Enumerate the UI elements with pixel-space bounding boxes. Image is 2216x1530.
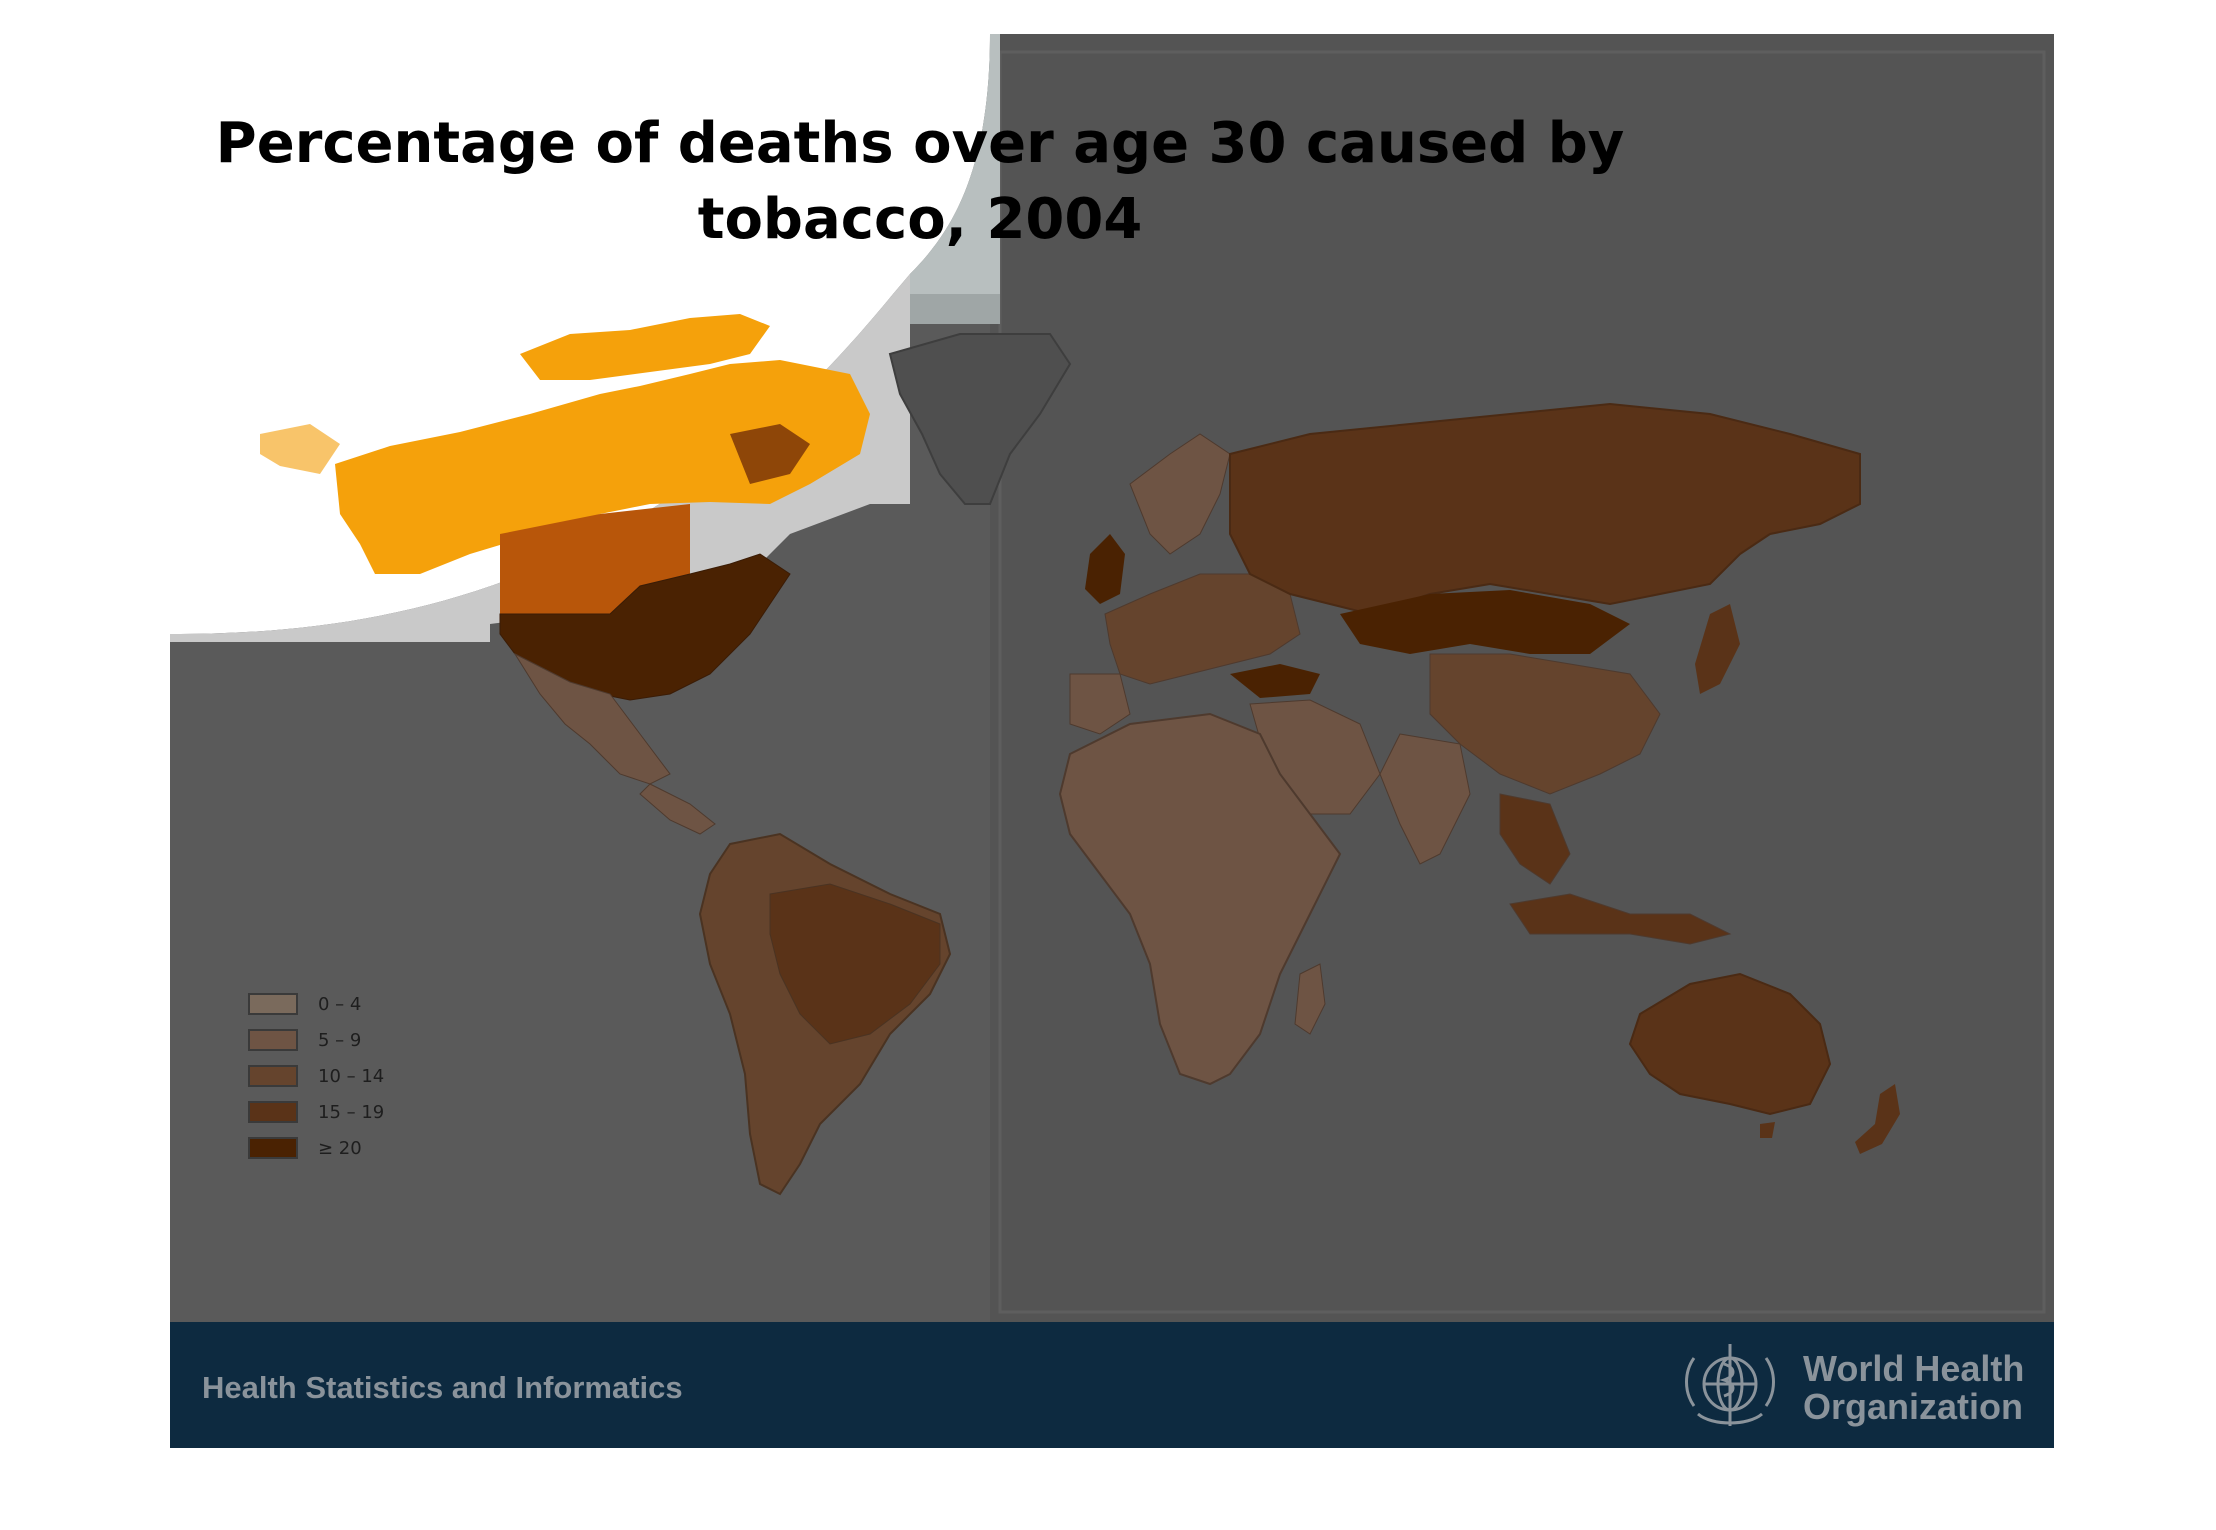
- india: [1379, 733, 1471, 865]
- legend-item-4: ≥ 20: [248, 1130, 384, 1166]
- china: [1429, 653, 1661, 795]
- africa: [1058, 712, 1342, 1086]
- page-curl-edge: [170, 274, 910, 642]
- uk-ireland: [1085, 534, 1125, 604]
- iberia: [1069, 673, 1131, 735]
- legend-item-2: 10 – 14: [248, 1058, 384, 1094]
- legend-swatch: [248, 993, 298, 1015]
- hudson-east: [730, 424, 810, 484]
- scandinavia: [1129, 433, 1231, 555]
- legend-swatch: [248, 1137, 298, 1159]
- who-emblem-icon: [1685, 1344, 1775, 1426]
- footer-text: Health Statistics and Informatics: [202, 1370, 683, 1405]
- world-map: [170, 34, 2054, 1322]
- legend-label: 15 – 19: [318, 1101, 385, 1123]
- tasmania: [1760, 1122, 1775, 1138]
- legend-swatch: [248, 1065, 298, 1087]
- legend-item-1: 5 – 9: [248, 1022, 384, 1058]
- slide: Percentage of deaths over age 30 caused …: [170, 34, 2054, 1448]
- legend-swatch: [248, 1101, 298, 1123]
- brazil: [769, 883, 941, 1045]
- organization-name: World Health Organization: [1803, 1350, 2024, 1426]
- new-zealand: [1855, 1084, 1900, 1154]
- legend-label: 5 – 9: [318, 1029, 362, 1051]
- legend-swatch: [248, 1029, 298, 1051]
- legend-item-3: 15 – 19: [248, 1094, 384, 1130]
- page-curl-shadow: [910, 34, 1000, 294]
- legend-label: ≥ 20: [318, 1137, 362, 1159]
- japan: [1695, 604, 1740, 694]
- southeast-asia: [1499, 793, 1571, 885]
- alaska: [260, 424, 340, 474]
- legend-label: 0 – 4: [318, 993, 362, 1015]
- greenland: [888, 333, 1072, 505]
- kazakhstan-mongolia: [1340, 590, 1630, 654]
- organization-name-line2: Organization: [1803, 1386, 2024, 1427]
- legend-item-0: 0 – 4: [248, 986, 384, 1022]
- canada: [335, 360, 870, 574]
- canada-islands: [520, 314, 770, 380]
- turkey: [1230, 664, 1320, 698]
- canada-shadow: [500, 504, 690, 614]
- page-curl-grey: [910, 294, 1000, 324]
- legend-label: 10 – 14: [318, 1065, 385, 1087]
- map-title: Percentage of deaths over age 30 caused …: [215, 111, 1625, 252]
- central-america: [639, 783, 716, 835]
- russia: [1229, 402, 1861, 616]
- indonesia: [1509, 893, 1732, 945]
- madagascar: [1294, 963, 1326, 1035]
- legend: 0 – 4 5 – 9 10 – 14 15 – 19 ≥ 20: [248, 986, 384, 1166]
- australia: [1628, 972, 1832, 1116]
- footer-bar: Health Statistics and Informatics World …: [170, 1322, 2054, 1448]
- map-panel-frame: [998, 50, 2046, 1314]
- organization-name-line1: World Health: [1803, 1348, 2025, 1389]
